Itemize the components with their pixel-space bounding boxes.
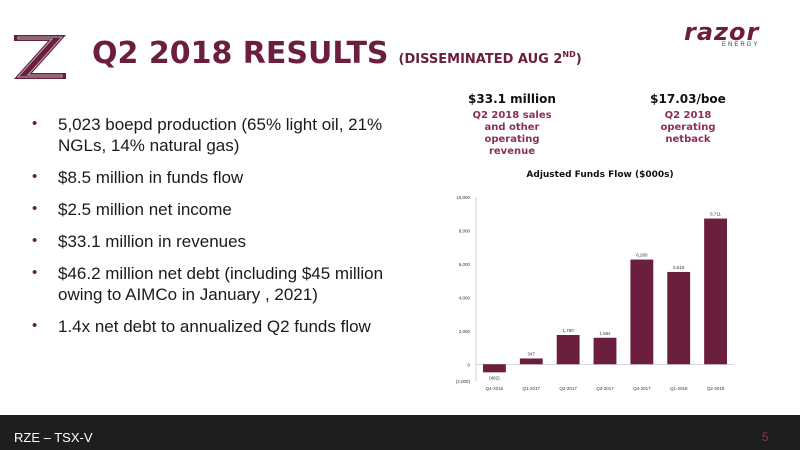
bar-Q4-2017 — [630, 259, 654, 365]
page-title: Q2 2018 RESULTS (DISSEMINATED AUG 2ND) — [92, 36, 582, 80]
subtitle-end: ) — [575, 52, 582, 67]
kpi-revenue-desc: Q2 2018 sales and other operating revenu… — [462, 110, 562, 158]
subtitle-text: (DISSEMINATED AUG 2 — [398, 52, 563, 67]
data-label: 347 — [528, 351, 536, 356]
kpi-desc-line: and other — [484, 122, 540, 133]
bar-Q1-2018 — [667, 271, 691, 365]
razor-z-logo-icon — [14, 35, 66, 79]
kpi-desc-line: Q2 2018 sales — [472, 110, 552, 121]
bullet-icon: • — [32, 168, 38, 185]
data-label: 1,584 — [599, 331, 611, 336]
bullet-text: $46.2 million net debt (including $45 mi… — [58, 264, 384, 304]
x-tick-label: Q2-2017 — [559, 386, 577, 391]
x-tick-label: Q2-2018 — [707, 386, 725, 391]
bullet-icon: • — [32, 232, 38, 249]
kpi-netback-desc: Q2 2018 operating netback — [638, 110, 738, 146]
bar-Q2-2018 — [704, 218, 727, 365]
chart-title: Adjusted Funds Flow ($000s) — [526, 170, 674, 180]
bar-Q3-2017 — [593, 337, 617, 365]
bar-Q4-2016 — [483, 364, 506, 373]
title-subtitle: (DISSEMINATED AUG 2ND) — [398, 50, 582, 67]
x-tick-label: Q1-2018 — [670, 386, 688, 391]
kpi-netback-value: $17.03/boe — [650, 92, 726, 106]
bar-Q2-2017 — [556, 335, 580, 365]
y-tick-label: 4,000 — [459, 295, 471, 300]
y-tick-label: 0 — [467, 362, 470, 367]
bullet-text: 1.4x net debt to annualized Q2 funds flo… — [58, 317, 371, 336]
bullet-icon: • — [32, 317, 38, 334]
y-tick-label: 6,000 — [459, 262, 471, 267]
x-tick-label: Q1-2017 — [523, 386, 541, 391]
bullet-text: $2.5 million net income — [58, 200, 232, 219]
bullet-icon: • — [32, 200, 38, 217]
kpi-desc-line: revenue — [488, 146, 536, 157]
y-tick-label: 8,000 — [459, 228, 471, 233]
data-label: 6,260 — [636, 253, 648, 258]
data-label: (482) — [489, 375, 500, 380]
kpi-desc-line: operating — [660, 122, 716, 133]
brand-tagline: ENERGY — [722, 42, 760, 48]
brand-wordmark: razor — [684, 18, 760, 46]
data-label: 8,711 — [710, 212, 721, 217]
bullet-item: • $8.5 million in funds flow — [24, 167, 424, 188]
bullet-item: • $33.1 million in revenues — [24, 231, 424, 252]
title-main: Q2 2018 RESULTS — [92, 36, 389, 71]
data-label: 1,750 — [563, 328, 575, 333]
bullet-item: • $46.2 million net debt (including $45 m… — [24, 263, 424, 305]
y-tick-label: 2,000 — [459, 329, 471, 334]
kpi-revenue-value: $33.1 million — [468, 92, 556, 106]
bullet-icon: • — [32, 264, 38, 281]
bar-Q1-2017 — [519, 358, 543, 365]
x-tick-label: Q3-2017 — [596, 386, 614, 391]
results-bullet-list: • 5,023 boepd production (65% light oil, … — [24, 114, 424, 348]
footer-ticker: RZE – TSX-V — [14, 430, 93, 445]
bullet-item: • 1.4x net debt to annualized Q2 funds fl… — [24, 316, 424, 337]
y-tick-label: 10,000 — [456, 195, 470, 200]
subtitle-superscript: ND — [562, 50, 576, 59]
page-number: 5 — [762, 430, 769, 444]
kpi-desc-line: Q2 2018 — [664, 110, 712, 121]
footer-bar — [0, 415, 800, 450]
kpi-desc-line: operating — [484, 134, 540, 145]
bullet-item: • $2.5 million net income — [24, 199, 424, 220]
y-tick-label: (2,000) — [456, 379, 471, 384]
bullet-text: $33.1 million in revenues — [58, 232, 247, 251]
funds-flow-bar-chart: (2,000) 0 2,000 4,000 6,000 8,000 10,000 (482) Q… — [456, 195, 734, 391]
bullet-text: $8.5 million in funds flow — [58, 168, 244, 187]
x-tick-label: Q4-2016 — [486, 386, 504, 391]
kpi-desc-line: netback — [665, 134, 711, 145]
x-tick-label: Q4-2017 — [633, 386, 651, 391]
razor-energy-brand: razor ENERGY — [684, 20, 784, 50]
bullet-item: • 5,023 boepd production (65% light oil, … — [24, 114, 424, 156]
data-label: 5,519 — [673, 265, 685, 270]
bullet-text: 5,023 boepd production (65% light oil, 2… — [58, 115, 383, 155]
bullet-icon: • — [32, 115, 38, 132]
